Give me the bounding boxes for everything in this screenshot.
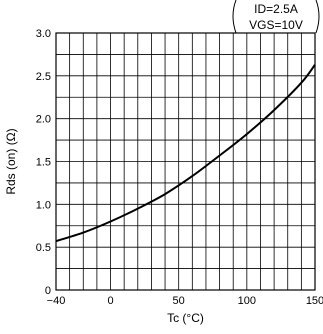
x-tick-label: 0 — [107, 295, 113, 307]
series-line-0 — [55, 64, 316, 243]
y-tick-label: 2.5 — [36, 71, 51, 83]
x-tick-label: −40 — [47, 295, 66, 307]
condition-drain-current: ID=2.5A — [254, 2, 298, 16]
x-tick-label: 50 — [173, 295, 185, 307]
y-tick-label: 1.5 — [36, 157, 51, 169]
condition-bracket-right — [315, 0, 320, 34]
condition-bracket-left — [232, 0, 237, 34]
y-tick-label: 1.0 — [36, 199, 51, 211]
test-conditions-annotation: ID=2.5A VGS=10V — [232, 0, 320, 34]
x-tick-label: 100 — [238, 295, 256, 307]
y-axis-title: Rds (on) (Ω) — [4, 128, 18, 194]
y-tick-label: 0.5 — [36, 242, 51, 254]
condition-gate-voltage: VGS=10V — [249, 18, 303, 32]
series-layer — [55, 64, 316, 243]
x-axis-title: Tc (°C) — [167, 311, 204, 325]
y-tick-label: 2.0 — [36, 114, 51, 126]
x-tick-label: 150 — [306, 295, 323, 307]
y-tick-label: 0 — [45, 285, 51, 297]
y-tick-label: 3.0 — [36, 28, 51, 40]
plot-frame — [55, 32, 316, 291]
grid — [56, 33, 315, 290]
